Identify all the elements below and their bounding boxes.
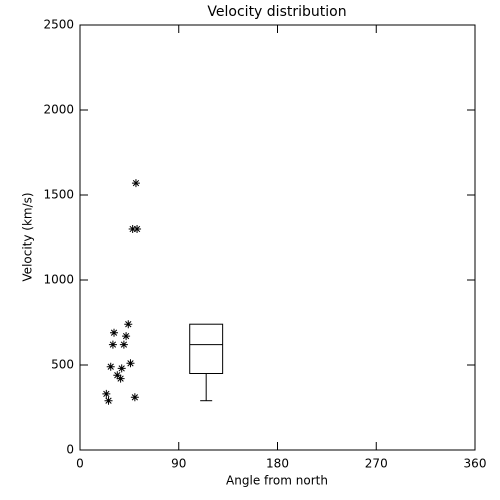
asterisk-point [133, 225, 142, 233]
y-tick-label: 2000 [43, 103, 74, 117]
box [189, 323, 224, 375]
asterisk-point [119, 340, 128, 349]
asterisk-point [117, 364, 126, 373]
y-tick-label: 500 [51, 358, 74, 372]
asterisk-point [130, 393, 139, 402]
asterisk-point [131, 179, 140, 188]
asterisk-point [106, 362, 115, 371]
asterisk-point [116, 374, 125, 383]
x-tick-label: 180 [266, 457, 289, 471]
x-tick-label: 360 [464, 457, 487, 471]
asterisk-point [102, 389, 111, 398]
asterisk-point [126, 359, 135, 368]
y-axis-label: Velocity (km/s) [21, 192, 35, 281]
y-tick-label: 2500 [43, 18, 74, 32]
x-tick-label: 0 [76, 457, 84, 471]
asterisk-point [108, 340, 117, 349]
y-tick-label: 1000 [43, 273, 74, 287]
x-tick-label: 90 [171, 457, 186, 471]
asterisk-point [110, 328, 119, 337]
x-axis-label: Angle from north [226, 474, 328, 488]
y-tick-label: 1500 [43, 188, 74, 202]
asterisk-point [124, 320, 133, 329]
asterisk-point [128, 225, 137, 233]
asterisk-point [113, 371, 122, 380]
x-tick-label: 270 [365, 457, 388, 471]
asterisk-point [122, 332, 131, 341]
y-tick-label: 0 [66, 443, 74, 457]
asterisk-point [104, 396, 113, 405]
chart-title: Velocity distribution [207, 4, 346, 20]
plot-frame [79, 24, 476, 451]
